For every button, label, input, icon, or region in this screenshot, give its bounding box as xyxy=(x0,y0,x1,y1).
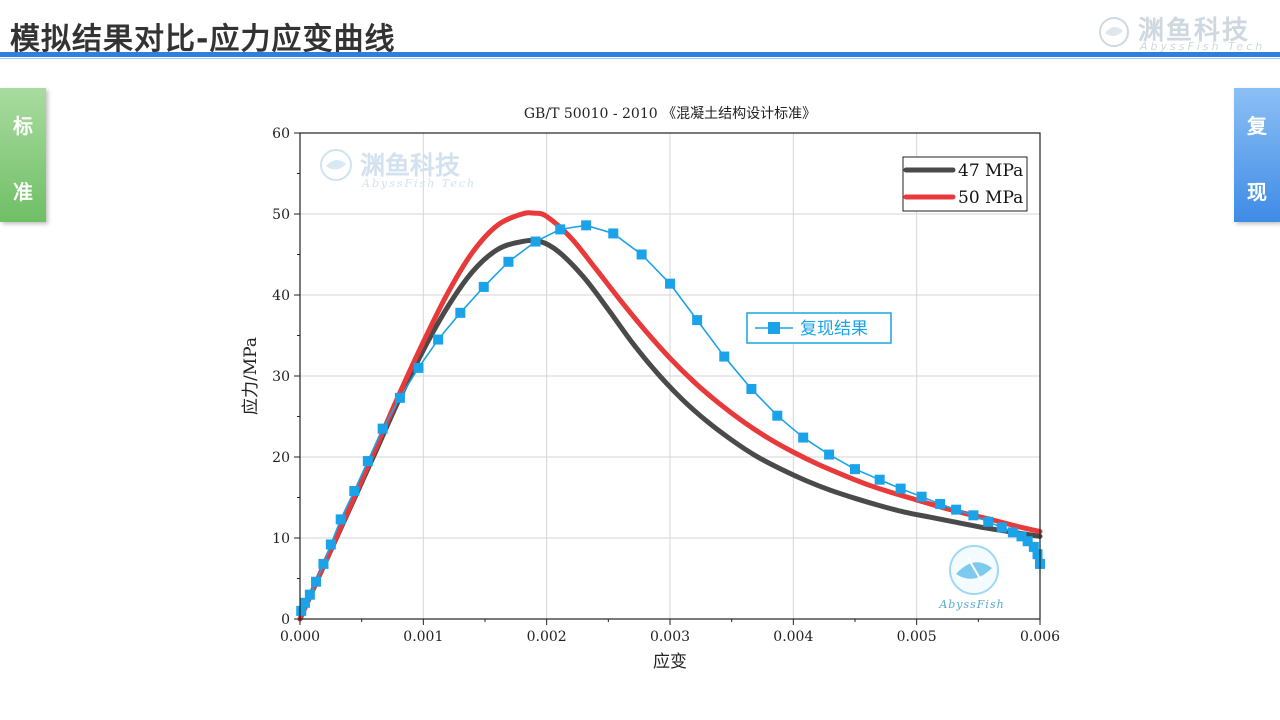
y-tick-label: 0 xyxy=(281,612,290,628)
reproduction-point xyxy=(304,589,315,600)
reproduction-point xyxy=(1007,527,1018,538)
reproduction-point xyxy=(772,410,783,421)
y-tick-label: 60 xyxy=(272,126,290,142)
x-tick-label: 0.002 xyxy=(527,629,567,645)
reproduction-point xyxy=(798,432,809,443)
company-logo: 渊鱼科技 AbyssFish Tech xyxy=(1098,10,1268,54)
legend-label-47: 47 MPa xyxy=(958,161,1023,181)
legend-top-right: 47 MPa 50 MPa xyxy=(902,156,1028,212)
reproduction-point xyxy=(850,464,860,475)
reproduction-point xyxy=(318,558,329,569)
x-axis-label: 应变 xyxy=(653,652,687,672)
tab-reproduction-char-1: 复 xyxy=(1247,114,1267,138)
tab-standard-char-1: 标 xyxy=(13,114,33,138)
reproduction-point xyxy=(1032,549,1043,560)
logo-text-cn: 渊鱼科技 xyxy=(1138,16,1251,46)
reproduction-point xyxy=(296,605,307,616)
legend-label-50: 50 MPa xyxy=(958,188,1023,208)
y-axis-label: 应力/MPa xyxy=(241,337,261,415)
chart-svg: GB/T 50010 - 2010 《混凝土结构设计标准》 渊鱼科技 Abyss… xyxy=(241,106,1060,672)
reproduction-point xyxy=(311,576,322,587)
x-tick-label: 0.005 xyxy=(897,629,937,645)
reproduction-point xyxy=(1028,541,1039,552)
series-layer xyxy=(296,210,1045,622)
axis-ticks: 0.000 0.001 0.002 0.003 0.004 0.005 0.006 0 10 20… xyxy=(272,126,1060,645)
tab-standard[interactable]: 标 准 xyxy=(0,88,46,222)
reproduction-point xyxy=(983,516,994,527)
x-tick-label: 0.003 xyxy=(650,629,690,645)
title-rule-thin xyxy=(0,58,1280,59)
y-tick-label: 10 xyxy=(272,531,290,547)
slide-title: 模拟结果对比-应力应变曲线 xyxy=(10,22,396,57)
reproduction-point xyxy=(325,539,336,550)
reproduction-point xyxy=(362,456,373,467)
reproduction-point xyxy=(968,510,979,521)
y-tick-label: 20 xyxy=(272,450,290,466)
reproduction-point xyxy=(824,449,835,460)
reproduction-point xyxy=(349,486,360,497)
reproduction-point xyxy=(581,220,592,231)
watermark: 渊鱼科技 AbyssFish Tech xyxy=(320,149,476,190)
reproduction-point xyxy=(636,249,647,260)
reproduction-point xyxy=(530,236,541,247)
reproduction-point xyxy=(608,228,619,239)
logo-text-en: AbyssFish Tech xyxy=(1140,40,1266,53)
legend-repro-label: 复现结果 xyxy=(800,319,868,339)
series-47mpa-line xyxy=(297,237,1043,622)
series-50mpa-line xyxy=(297,210,1043,622)
watermark-text-en: AbyssFish Tech xyxy=(361,177,476,190)
legend-reproduction: 复现结果 xyxy=(746,312,892,344)
reproduction-point xyxy=(555,224,566,235)
reproduction-point xyxy=(394,392,405,403)
tab-reproduction-char-2: 现 xyxy=(1247,180,1267,204)
reproduction-point xyxy=(1022,536,1033,547)
tab-reproduction[interactable]: 复 现 xyxy=(1234,88,1280,222)
badge-text: AbyssFish xyxy=(938,598,1004,611)
grid-lines xyxy=(300,133,1040,619)
x-tick-label: 0.004 xyxy=(773,629,813,645)
reproduction-point xyxy=(455,307,466,318)
y-tick-label: 50 xyxy=(272,207,290,223)
reproduction-point xyxy=(719,351,730,362)
reproduction-point xyxy=(665,278,675,289)
reproduction-point xyxy=(478,281,489,292)
x-tick-label: 0.000 xyxy=(280,629,320,645)
fish-logo-icon xyxy=(1099,17,1129,47)
legend-box xyxy=(902,156,1028,212)
stress-strain-chart: GB/T 50010 - 2010 《混凝土结构设计标准》 渊鱼科技 Abyss… xyxy=(230,96,1070,686)
reproduction-point xyxy=(996,522,1007,533)
reproduction-point xyxy=(951,504,962,515)
tab-standard-char-2: 准 xyxy=(13,180,33,204)
reproduction-point xyxy=(299,597,310,608)
reproduction-point xyxy=(916,491,927,502)
abyssfish-badge: AbyssFish xyxy=(938,545,1004,611)
reproduction-point xyxy=(503,256,514,267)
y-tick-label: 30 xyxy=(272,369,290,385)
reproduction-point xyxy=(413,362,424,373)
y-tick-label: 40 xyxy=(272,288,290,304)
reproduction-point xyxy=(377,423,388,434)
x-tick-label: 0.006 xyxy=(1020,629,1060,645)
reproduction-point xyxy=(692,315,703,326)
legend-repro-marker xyxy=(768,322,780,334)
reproduction-point xyxy=(335,514,346,525)
reproduction-point xyxy=(746,383,757,394)
x-tick-label: 0.001 xyxy=(403,629,443,645)
title-rule xyxy=(0,52,1280,57)
watermark-text-cn: 渊鱼科技 xyxy=(360,151,460,180)
reproduction-point xyxy=(895,483,906,494)
reproduction-point xyxy=(874,474,885,485)
reproduction-point xyxy=(1016,531,1027,542)
reproduction-point xyxy=(935,498,946,509)
chart-title: GB/T 50010 - 2010 《混凝土结构设计标准》 xyxy=(524,106,816,122)
reproduction-point xyxy=(433,334,444,345)
